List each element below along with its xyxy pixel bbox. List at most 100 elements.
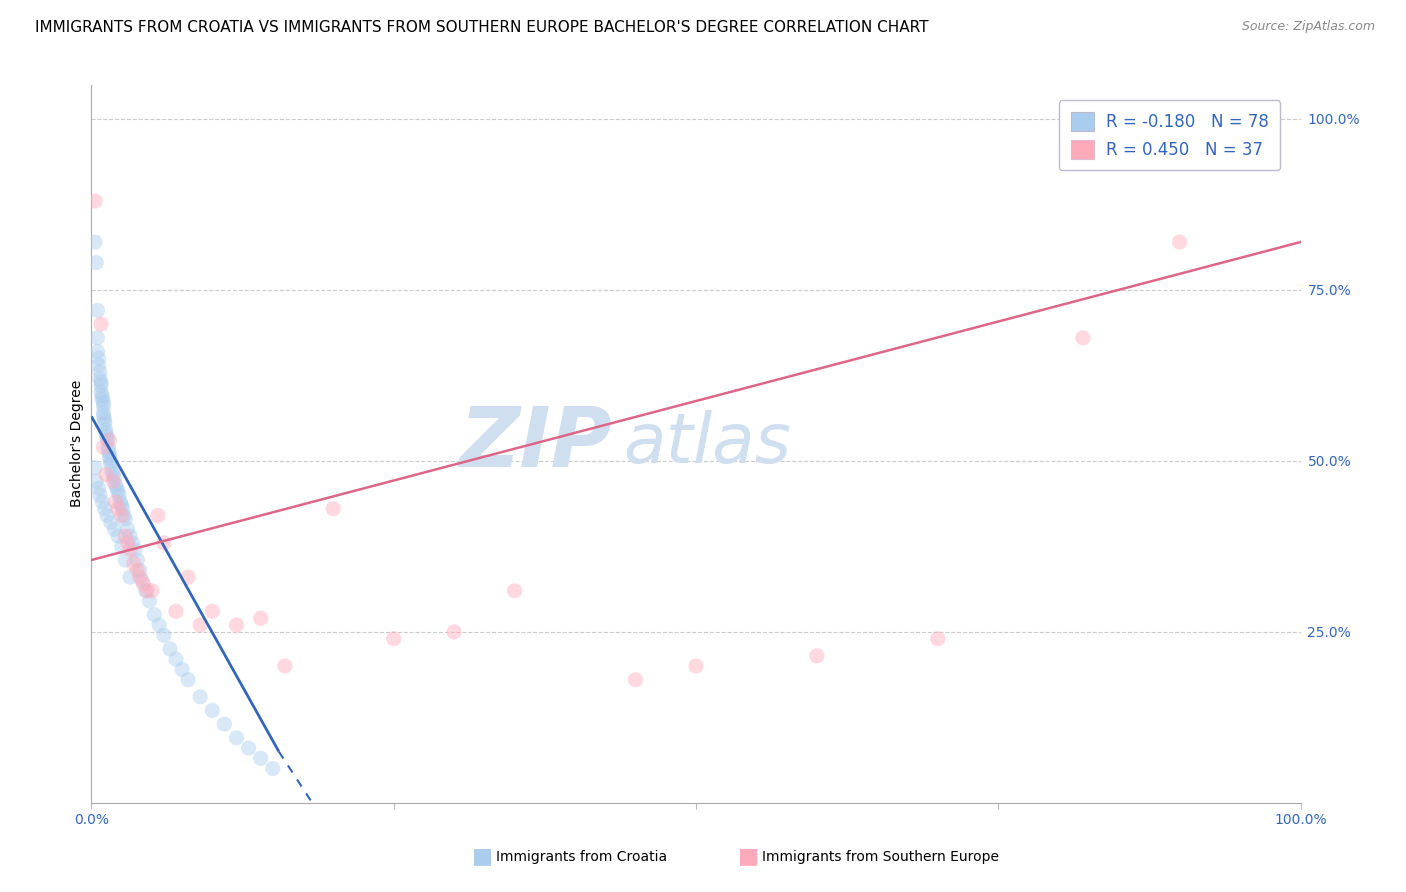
Y-axis label: Bachelor's Degree: Bachelor's Degree [70, 380, 84, 508]
Point [103, 522, 125, 536]
Point [238, 741, 260, 756]
Point [93, 440, 115, 454]
Point [96, 508, 118, 523]
Point [111, 508, 132, 523]
Point [96, 430, 118, 444]
Point [87, 481, 110, 495]
Point [93, 406, 115, 420]
Point [107, 501, 129, 516]
Text: Source: ZipAtlas.com: Source: ZipAtlas.com [1241, 20, 1375, 33]
Point [188, 690, 211, 704]
Point [101, 475, 124, 489]
Point [165, 604, 187, 618]
Point [201, 703, 224, 717]
Point [131, 574, 153, 588]
Point [624, 673, 647, 687]
Point [100, 516, 122, 530]
Point [274, 659, 297, 673]
Point [103, 471, 125, 485]
Point [98, 447, 121, 461]
Point [177, 570, 200, 584]
Point [108, 488, 131, 502]
Point [443, 624, 465, 639]
Point [94, 467, 117, 482]
Point [110, 495, 132, 509]
Point [89, 372, 111, 386]
Point [165, 652, 187, 666]
Point [249, 751, 271, 765]
Point [128, 563, 150, 577]
Point [153, 536, 176, 550]
Point [89, 365, 111, 379]
Point [94, 423, 117, 437]
Point [117, 536, 139, 550]
Point [90, 317, 112, 331]
Point [121, 536, 143, 550]
Point [101, 464, 124, 478]
Point [84, 460, 107, 475]
Point [146, 508, 169, 523]
Point [112, 508, 135, 523]
Point [100, 457, 122, 471]
Point [141, 583, 163, 598]
Text: Immigrants from Southern Europe: Immigrants from Southern Europe [762, 850, 1000, 863]
Point [89, 488, 111, 502]
Point [111, 539, 132, 553]
Point [84, 235, 107, 249]
Point [105, 481, 128, 495]
Point [127, 553, 149, 567]
Point [114, 553, 136, 567]
Point [93, 416, 115, 430]
Point [136, 583, 159, 598]
Point [225, 618, 247, 632]
Point [100, 454, 122, 468]
Text: ■: ■ [472, 847, 494, 867]
Point [120, 529, 142, 543]
Point [86, 331, 108, 345]
Point [1071, 331, 1094, 345]
Text: ZIP: ZIP [458, 403, 612, 484]
Point [128, 570, 150, 584]
Text: Immigrants from Croatia: Immigrants from Croatia [496, 850, 668, 863]
Point [84, 255, 107, 269]
Point [124, 542, 146, 557]
Point [101, 467, 124, 482]
Point [97, 440, 120, 454]
Point [90, 378, 112, 392]
Point [114, 529, 136, 543]
Point [86, 303, 108, 318]
Point [172, 662, 194, 677]
Point [93, 396, 115, 410]
Point [382, 632, 405, 646]
Point [111, 498, 132, 512]
Point [806, 648, 828, 663]
Point [177, 673, 200, 687]
Point [322, 501, 344, 516]
Point [249, 611, 271, 625]
Text: atlas: atlas [623, 410, 792, 477]
Point [104, 478, 127, 492]
Point [135, 583, 157, 598]
Point [114, 512, 136, 526]
Point [107, 529, 129, 543]
Legend: R = -0.180   N = 78, R = 0.450   N = 37: R = -0.180 N = 78, R = 0.450 N = 37 [1059, 100, 1279, 170]
Point [143, 607, 166, 622]
Point [93, 413, 115, 427]
Point [214, 717, 236, 731]
Point [87, 358, 110, 372]
Point [127, 563, 149, 577]
Point [90, 385, 112, 400]
Point [91, 392, 114, 407]
Point [97, 443, 120, 458]
Point [84, 194, 107, 208]
Point [90, 376, 112, 390]
Point [104, 495, 127, 509]
Point [98, 434, 121, 448]
Point [188, 618, 211, 632]
Point [96, 434, 118, 448]
Point [148, 618, 170, 632]
Point [91, 495, 114, 509]
Point [120, 570, 142, 584]
Point [111, 501, 134, 516]
Point [91, 389, 114, 403]
